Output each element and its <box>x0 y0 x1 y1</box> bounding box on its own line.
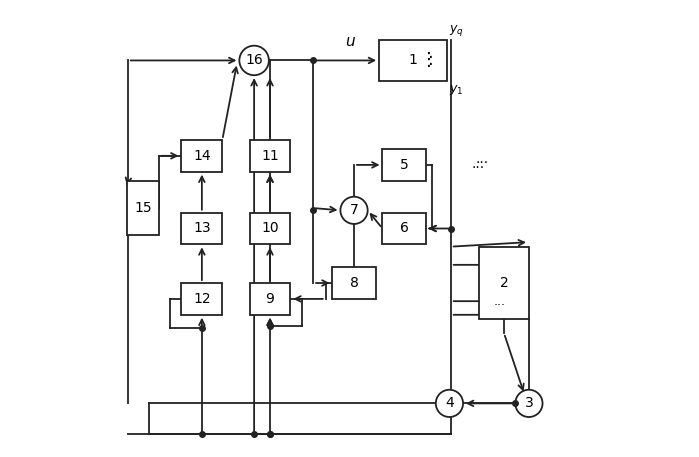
Bar <box>250 140 291 172</box>
Bar <box>182 213 222 244</box>
Text: ...: ... <box>471 157 484 171</box>
Bar <box>182 283 222 315</box>
Text: 2: 2 <box>500 276 508 290</box>
Text: ...: ... <box>476 152 489 166</box>
Bar <box>250 283 291 315</box>
Text: 10: 10 <box>261 222 279 235</box>
Circle shape <box>239 46 269 75</box>
Text: 3: 3 <box>524 396 533 410</box>
Text: 6: 6 <box>400 222 408 235</box>
Bar <box>333 267 375 299</box>
Text: 4: 4 <box>445 396 454 410</box>
Circle shape <box>340 197 368 224</box>
Text: $u$: $u$ <box>345 34 356 49</box>
Text: :: : <box>428 52 434 69</box>
Bar <box>382 149 426 181</box>
Bar <box>479 247 529 319</box>
Text: 12: 12 <box>193 292 210 306</box>
Text: 15: 15 <box>134 201 152 215</box>
Circle shape <box>435 390 463 417</box>
Text: 14: 14 <box>193 149 210 163</box>
Text: 8: 8 <box>350 276 359 290</box>
Text: 7: 7 <box>350 203 359 218</box>
Bar <box>182 140 222 172</box>
Text: $y_1$: $y_1$ <box>449 83 464 97</box>
Bar <box>382 213 426 244</box>
Text: 13: 13 <box>193 222 210 235</box>
Text: ...: ... <box>493 295 505 308</box>
Text: $y_q$: $y_q$ <box>449 23 464 38</box>
Text: 11: 11 <box>261 149 279 163</box>
Text: 9: 9 <box>266 292 275 306</box>
Text: 5: 5 <box>400 158 408 172</box>
Text: 1: 1 <box>409 53 417 68</box>
Bar <box>379 40 447 81</box>
Text: 16: 16 <box>245 53 263 68</box>
Bar <box>127 181 159 235</box>
Bar <box>250 213 291 244</box>
Text: ⋮: ⋮ <box>420 52 438 69</box>
Circle shape <box>515 390 542 417</box>
